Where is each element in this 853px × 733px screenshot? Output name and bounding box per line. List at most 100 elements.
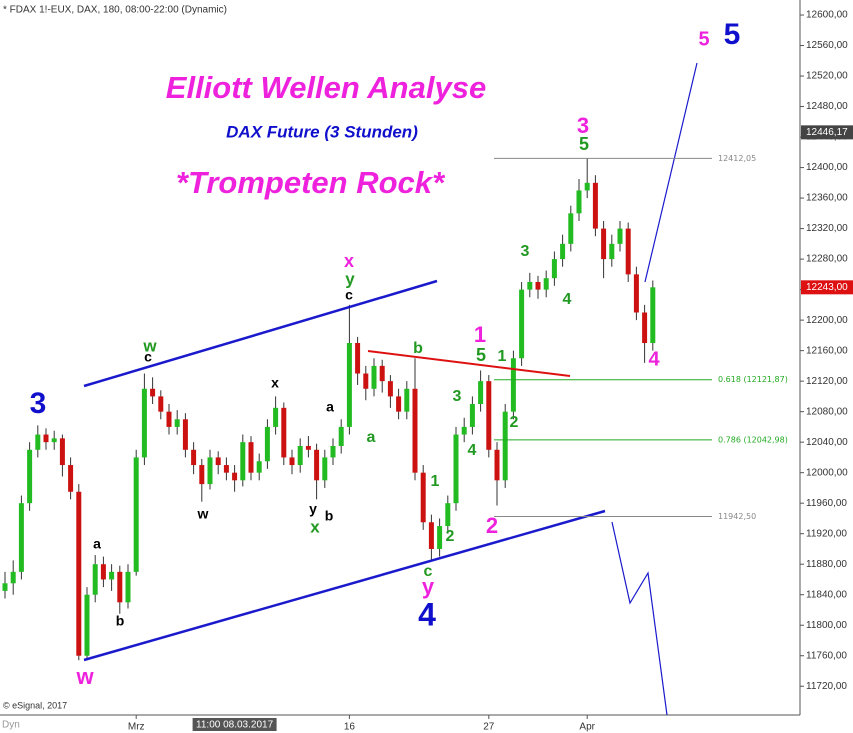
wave-label: 5	[724, 18, 741, 51]
chart-title: Elliott Wellen Analyse	[166, 70, 486, 105]
candle-body	[182, 419, 188, 450]
footer: © eSignal, 2017	[3, 700, 67, 710]
candle-body	[642, 312, 648, 344]
corner-label: Dyn	[2, 720, 20, 731]
wave-label: 5	[579, 134, 589, 154]
wave-label: y	[309, 501, 317, 517]
chart-subtitle: DAX Future (3 Stunden)	[226, 122, 418, 141]
wave-b-line	[367, 350, 571, 377]
cursor-label: 11:00 08.03.2017	[196, 720, 274, 731]
y-tick-label: 11920,00	[806, 528, 847, 539]
wave-label: y	[345, 269, 355, 288]
candle-body	[207, 457, 213, 485]
wave-label: 4	[418, 596, 436, 632]
y-tick-label: 12320,00	[806, 223, 848, 234]
candle-body	[273, 407, 279, 427]
candle-body	[133, 457, 139, 572]
candle-body	[346, 343, 352, 427]
candle-body	[141, 388, 147, 458]
candle-body	[59, 438, 65, 466]
x-tick-label: 27	[483, 722, 495, 733]
candle-body	[527, 281, 533, 290]
wave-label: x	[344, 251, 354, 271]
projection-up	[644, 62, 698, 283]
candle-body	[387, 381, 393, 397]
candle-body	[256, 461, 262, 473]
wave-label: 1	[474, 322, 486, 347]
candle-body	[150, 388, 156, 397]
candle-body	[551, 259, 557, 279]
y-tick-label: 11840,00	[806, 589, 847, 600]
candle-body	[305, 445, 311, 450]
candle-body	[158, 396, 164, 412]
wave-label: a	[367, 429, 376, 446]
wave-label: 3	[453, 388, 462, 405]
candle-body	[428, 522, 434, 549]
candle-body	[43, 434, 49, 443]
candle-body	[396, 396, 402, 412]
y-tick-label: 12480,00	[806, 101, 848, 112]
y-tick-label: 12000,00	[806, 467, 848, 478]
y-tick-label: 11720,00	[806, 681, 847, 692]
candle-body	[601, 228, 607, 260]
candle-body	[100, 564, 106, 580]
wave-label: w	[142, 336, 157, 355]
candle-body	[461, 426, 467, 435]
wave-label: 4	[648, 348, 660, 370]
candle-body	[10, 571, 16, 584]
candle-body	[535, 281, 541, 290]
candle-body	[363, 373, 369, 389]
candle-body	[223, 465, 229, 473]
y-tick-label: 11760,00	[806, 650, 847, 661]
level-label: 0.786 (12042,98)	[718, 435, 788, 444]
candle-body	[502, 411, 508, 481]
wave-label: x	[310, 517, 320, 536]
y-tick-label: 12520,00	[806, 71, 848, 82]
candle-body	[84, 594, 90, 656]
candle-body	[560, 243, 566, 260]
wave-label: a	[326, 399, 334, 415]
y-tick-label: 11800,00	[806, 620, 847, 631]
candle-body	[338, 426, 344, 446]
candle-body	[453, 434, 459, 504]
candle-body	[174, 419, 180, 427]
price-marker-label: 12243,00	[806, 282, 848, 293]
candle-body	[404, 388, 410, 412]
y-tick-label: 12160,00	[806, 345, 848, 356]
candle-body	[584, 182, 590, 191]
wave-label: b	[116, 613, 125, 629]
candle-body	[199, 465, 205, 485]
wave-label: 2	[446, 528, 455, 545]
candle-body	[314, 449, 320, 481]
wave-label: 1	[431, 473, 440, 490]
candle-body	[510, 358, 516, 412]
candle-body	[117, 571, 123, 603]
y-tick-label: 12600,00	[806, 10, 848, 21]
wave-label: c	[345, 287, 353, 303]
candle-body	[322, 457, 328, 481]
wave-label: y	[422, 574, 435, 599]
candle-body	[519, 289, 525, 359]
candle-body	[371, 365, 377, 389]
candle-body	[355, 343, 361, 374]
candle-body	[51, 438, 57, 443]
candle-body	[609, 243, 615, 260]
candle-body	[166, 411, 172, 427]
wave-label: b	[325, 508, 334, 524]
wave-label: 3	[577, 113, 589, 138]
y-tick-label: 12280,00	[806, 254, 848, 265]
y-tick-label: 12200,00	[806, 315, 848, 326]
candle-body	[592, 182, 598, 229]
candle-body	[76, 491, 82, 656]
y-tick-label: 11960,00	[806, 498, 847, 509]
candle-body	[240, 442, 246, 481]
wave-label: 3	[30, 387, 47, 420]
candle-body	[232, 472, 238, 481]
y-tick-label: 12040,00	[806, 437, 848, 448]
x-tick-label: Mrz	[128, 722, 145, 733]
candle-body	[92, 564, 98, 595]
wave-label: a	[93, 536, 101, 552]
candle-body	[469, 404, 475, 427]
candle-body	[264, 426, 270, 462]
